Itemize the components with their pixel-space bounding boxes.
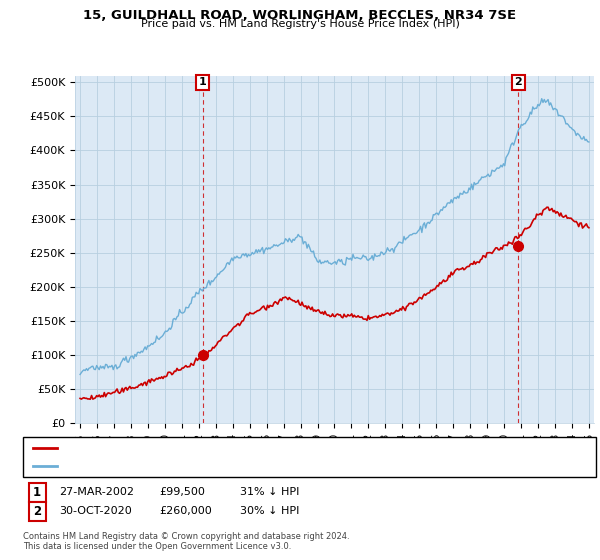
Text: 2: 2 bbox=[514, 77, 522, 87]
Text: 1: 1 bbox=[199, 77, 206, 87]
Text: 30-OCT-2020: 30-OCT-2020 bbox=[59, 506, 131, 516]
Text: 15, GUILDHALL ROAD, WORLINGHAM, BECCLES, NR34 7SE: 15, GUILDHALL ROAD, WORLINGHAM, BECCLES,… bbox=[83, 9, 517, 22]
Text: 31% ↓ HPI: 31% ↓ HPI bbox=[240, 487, 299, 497]
Text: 2: 2 bbox=[33, 505, 41, 518]
Text: 15, GUILDHALL ROAD, WORLINGHAM, BECCLES, NR34 7SE (detached house): 15, GUILDHALL ROAD, WORLINGHAM, BECCLES,… bbox=[60, 443, 460, 453]
Text: Contains HM Land Registry data © Crown copyright and database right 2024.
This d: Contains HM Land Registry data © Crown c… bbox=[23, 532, 349, 552]
Text: 27-MAR-2002: 27-MAR-2002 bbox=[59, 487, 134, 497]
Text: £99,500: £99,500 bbox=[159, 487, 205, 497]
Text: Price paid vs. HM Land Registry's House Price Index (HPI): Price paid vs. HM Land Registry's House … bbox=[140, 19, 460, 29]
Text: £260,000: £260,000 bbox=[159, 506, 212, 516]
Text: 1: 1 bbox=[33, 486, 41, 499]
Text: 30% ↓ HPI: 30% ↓ HPI bbox=[240, 506, 299, 516]
Text: HPI: Average price, detached house, East Suffolk: HPI: Average price, detached house, East… bbox=[60, 461, 315, 471]
